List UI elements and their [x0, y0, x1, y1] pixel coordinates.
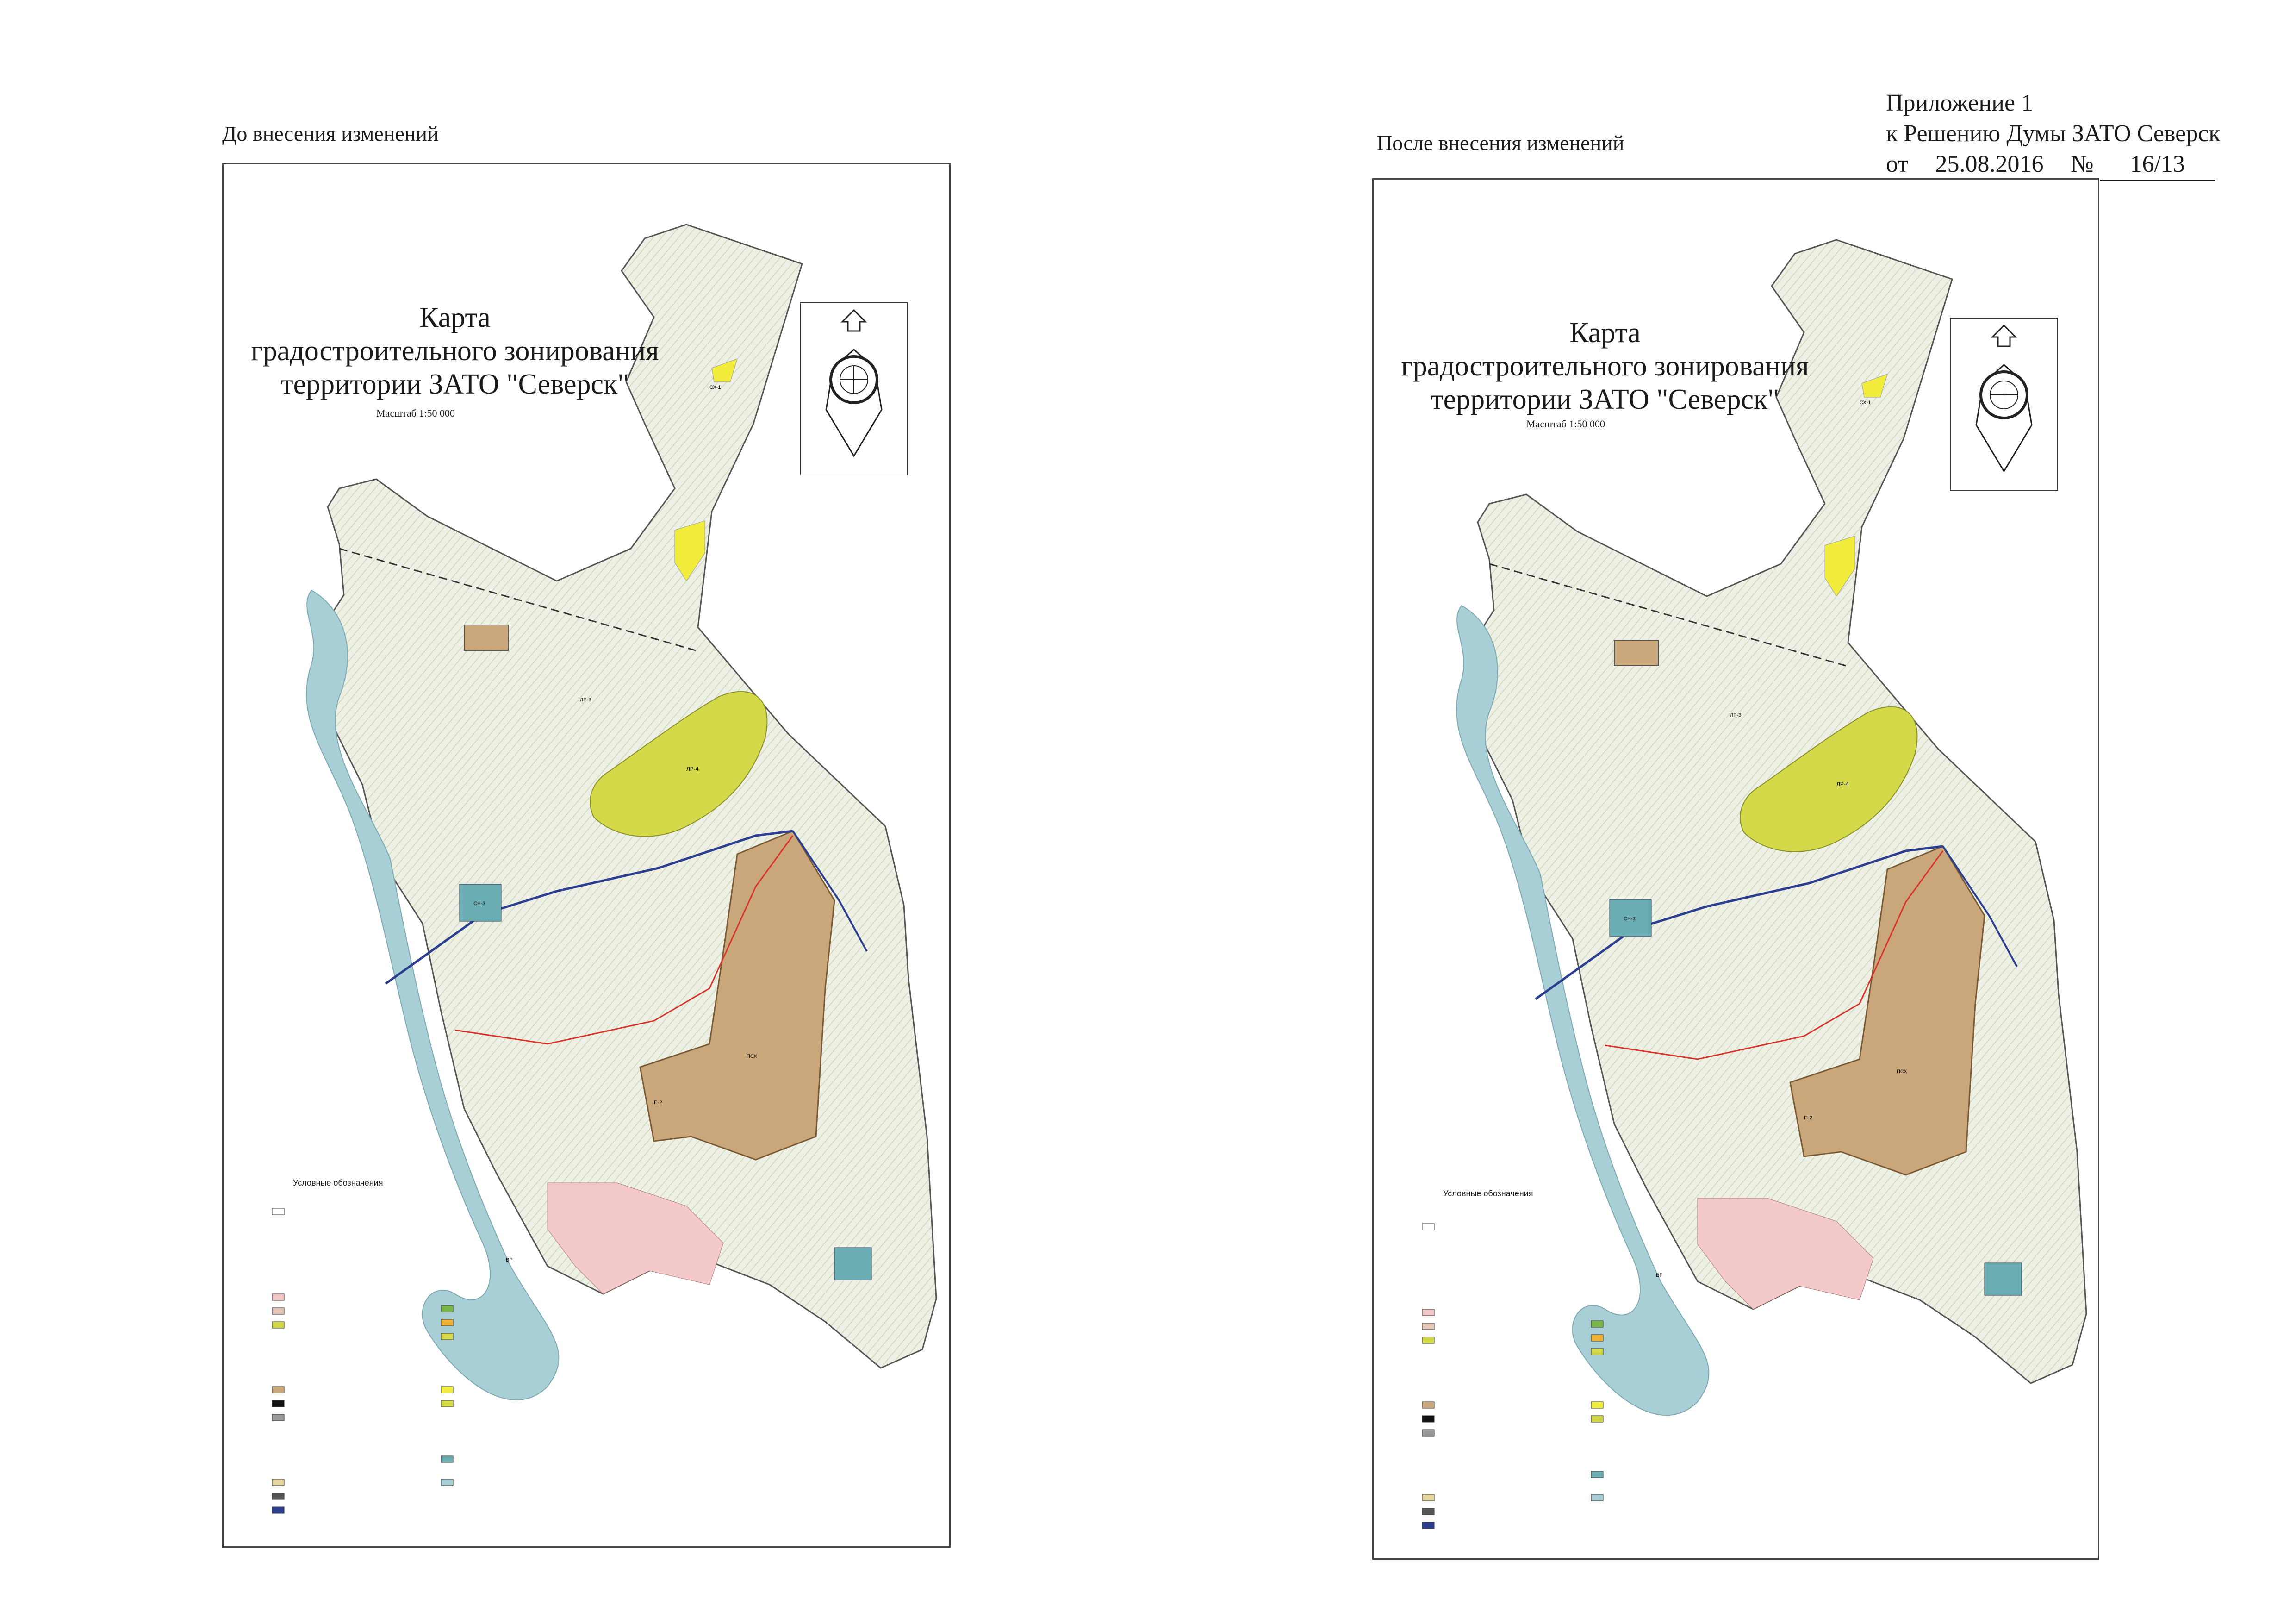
north-arrow-after [1950, 318, 2058, 491]
agri-zone-north [711, 358, 738, 382]
power-line [1489, 563, 1846, 667]
annex-number-prefix: № [2071, 151, 2094, 177]
zone-label-vr: ВР [506, 1257, 513, 1263]
main-road [385, 830, 793, 985]
recreation-zone [1740, 706, 1918, 852]
annex-number: 16/13 [2099, 149, 2215, 181]
map-title-after: Карта градостроительного зонирования тер… [1374, 316, 1836, 416]
map-title-line2: градостроительного зонирования [251, 335, 659, 367]
zone-label-lr4: ЛР-4 [686, 766, 699, 772]
caption-after: После внесения изменений [1377, 131, 1624, 155]
annex-date-prefix: от [1886, 151, 1909, 177]
agri-zone-mid [674, 520, 705, 581]
zone-label-psh: ПСХ [1897, 1069, 1907, 1074]
map-title-line2: градостроительного зонирования [1401, 350, 1809, 382]
annex-header: Приложение 1 к Решению Думы ЗАТО Северск… [1886, 88, 2221, 181]
special-zone-west [1609, 899, 1652, 937]
annex-date-line: от 25.08.2016 № 16/13 [1886, 149, 2221, 181]
legend-title-after: Условные обозначения [1443, 1189, 1533, 1198]
annex-line1: Приложение 1 [1886, 90, 2034, 116]
industrial-zone [639, 830, 835, 1161]
zone-label-lr4: ЛР-4 [1836, 781, 1849, 787]
map-title-line1: Карта [1569, 317, 1641, 349]
industrial-block-north [464, 625, 509, 651]
zone-label-cn3: СН-3 [1624, 916, 1636, 922]
residential-zone [1697, 1198, 1874, 1310]
map-title-line3: территории ЗАТО "Северск" [280, 369, 629, 400]
legend-swatches [272, 1208, 454, 1514]
red-boundary-line [454, 835, 794, 1045]
main-road-east [792, 830, 868, 952]
zone-label-vr: ВР [1656, 1273, 1663, 1278]
zone-label-p2: П-2 [1804, 1115, 1812, 1121]
special-zone-east [1984, 1262, 2022, 1296]
zone-label-cx1: СХ-1 [709, 385, 721, 390]
caption-before: До внесения изменений [222, 122, 439, 145]
special-zone-east [834, 1247, 872, 1280]
industrial-zone [1789, 845, 1985, 1176]
map-drawing-before: ЛР-4 ЛР-3 СХ-1 СН-3 ПСХ П-2 ВР [272, 224, 937, 1514]
map-sheet-after: ЛР-4 ЛР-3 СХ-1 СН-3 ПСХ П-2 ВР Карта [1372, 178, 2099, 1560]
map-title-line1: Карта [419, 302, 491, 333]
power-line [339, 548, 696, 651]
map-title-line3: территории ЗАТО "Северск" [1431, 384, 1780, 415]
map-title-before: Карта градостроительного зонирования тер… [224, 301, 686, 401]
recreation-zone [590, 691, 768, 837]
map-scale-after: Масштаб 1:50 000 [1526, 418, 1605, 430]
zone-label-cx1: СХ-1 [1860, 400, 1871, 406]
zone-label-lr3: ЛР-3 [580, 697, 591, 703]
annex-line2: к Решению Думы ЗАТО Северск [1886, 120, 2221, 147]
map-scale-before: Масштаб 1:50 000 [376, 407, 455, 419]
zone-label-cn3: СН-3 [473, 901, 485, 906]
legend-swatches [1422, 1223, 1604, 1529]
zone-label-lr3: ЛР-3 [1730, 712, 1741, 718]
zone-label-p2: П-2 [654, 1100, 662, 1106]
main-road-east [1942, 845, 2018, 967]
legend-title-before: Условные обозначения [293, 1178, 383, 1187]
residential-zone [547, 1182, 724, 1294]
industrial-block-north [1614, 640, 1659, 666]
special-zone-west [459, 884, 502, 922]
zone-label-psh: ПСХ [747, 1054, 757, 1059]
compass-icon [1975, 324, 2033, 473]
river [306, 589, 560, 1401]
agri-zone-north [1861, 374, 1888, 398]
map-sheet-before: ЛР-4 ЛР-3 СХ-1 СН-3 ПСХ П-2 ВР К [222, 163, 951, 1548]
main-road [1535, 845, 1943, 1000]
agri-zone-mid [1824, 536, 1855, 597]
river [1456, 605, 1710, 1416]
red-boundary-line [1605, 850, 1944, 1060]
map-drawing-after: ЛР-4 ЛР-3 СХ-1 СН-3 ПСХ П-2 ВР [1422, 239, 2087, 1529]
north-arrow-before [800, 302, 908, 475]
compass-icon [825, 309, 883, 457]
annex-date: 25.08.2016 [1914, 149, 2065, 181]
